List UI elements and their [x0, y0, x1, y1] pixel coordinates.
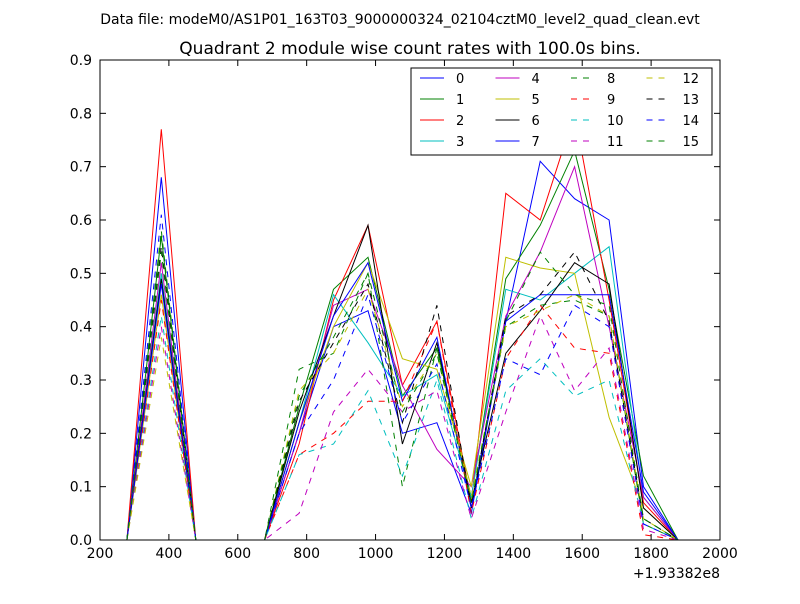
legend-label-6: 6	[532, 114, 540, 129]
series-line-0	[126, 160, 679, 541]
legend-label-0: 0	[456, 72, 464, 87]
series-line-13	[126, 246, 679, 541]
legend-label-5: 5	[532, 93, 540, 108]
legend-label-1: 1	[456, 93, 464, 108]
legend-label-8: 8	[607, 72, 615, 87]
y-tick-label: 0.6	[70, 213, 92, 229]
series-line-12	[126, 287, 679, 541]
x-tick-label: 1400	[496, 546, 532, 562]
x-tick-label: 2000	[702, 546, 738, 562]
y-tick-label: 0.0	[70, 533, 92, 549]
data-file-label: Data file: modeM0/AS1P01_163T03_90000003…	[100, 12, 700, 28]
y-tick-label: 0.5	[70, 266, 92, 282]
y-tick-label: 0.7	[70, 160, 92, 176]
y-tick-label: 0.3	[70, 373, 92, 389]
legend-label-14: 14	[683, 114, 700, 129]
legend-label-7: 7	[532, 135, 540, 150]
series-line-9	[126, 299, 679, 541]
series-line-5	[126, 256, 679, 541]
y-tick-label: 0.9	[70, 53, 92, 69]
y-tick-label: 0.1	[70, 480, 92, 496]
x-tick-label: 1800	[633, 546, 669, 562]
y-tick-label: 0.2	[70, 426, 92, 442]
x-tick-label: 200	[87, 546, 114, 562]
legend-label-3: 3	[456, 135, 464, 150]
series-line-3	[126, 245, 679, 541]
legend-label-10: 10	[607, 114, 624, 129]
legend-label-13: 13	[683, 93, 700, 108]
x-tick-label: 1000	[358, 546, 394, 562]
legend-label-9: 9	[607, 93, 615, 108]
series-line-1	[126, 149, 679, 541]
x-tick-label: 1600	[564, 546, 600, 562]
legend-label-15: 15	[683, 135, 700, 150]
plot-frame	[99, 59, 721, 541]
x-tick-label: 1200	[427, 546, 463, 562]
legend-label-12: 12	[683, 72, 700, 87]
y-tick-label: 0.8	[70, 106, 92, 122]
series-line-6	[126, 223, 679, 541]
legend-label-11: 11	[607, 135, 624, 150]
chart-title: Quadrant 2 module wise count rates with …	[179, 39, 640, 59]
plot-area	[126, 113, 679, 541]
legend-label-4: 4	[532, 72, 540, 87]
series-line-11	[126, 314, 679, 541]
x-offset-label: +1.93382e8	[633, 566, 720, 582]
y-tick-label: 0.4	[70, 320, 92, 336]
axes: 200 400 600 800 1000 1200 1400 1600 1800 2000 0.0 0…	[70, 53, 738, 562]
legend-label-2: 2	[456, 114, 464, 129]
x-tick-label: 800	[293, 546, 320, 562]
x-tick-label: 400	[156, 546, 183, 562]
series-line-10	[126, 315, 679, 541]
series-line-7	[126, 261, 679, 541]
x-tick-label: 600	[224, 546, 251, 562]
